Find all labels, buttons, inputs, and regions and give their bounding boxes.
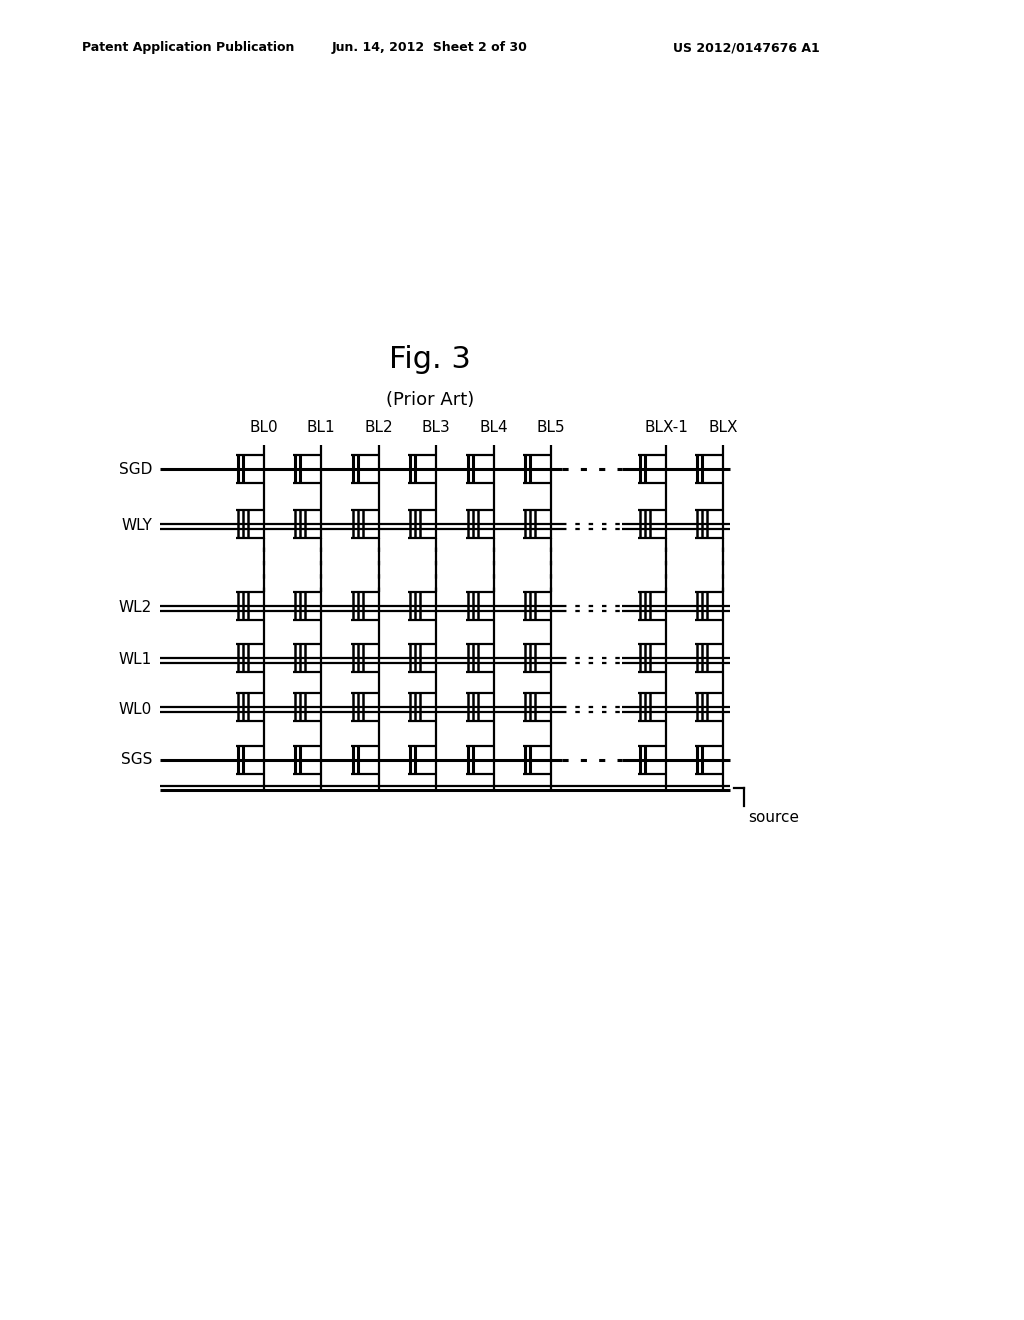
Text: SGS: SGS (121, 752, 152, 767)
Text: SGD: SGD (119, 462, 152, 477)
Text: Fig. 3: Fig. 3 (389, 346, 471, 375)
Text: (Prior Art): (Prior Art) (386, 391, 474, 409)
Text: BL1: BL1 (306, 420, 335, 436)
Text: US 2012/0147676 A1: US 2012/0147676 A1 (673, 41, 820, 54)
Text: BL0: BL0 (250, 420, 279, 436)
Text: WLY: WLY (121, 519, 152, 533)
Text: Jun. 14, 2012  Sheet 2 of 30: Jun. 14, 2012 Sheet 2 of 30 (332, 41, 528, 54)
Text: Patent Application Publication: Patent Application Publication (82, 41, 294, 54)
Text: source: source (748, 810, 799, 825)
Text: WL2: WL2 (119, 601, 152, 615)
Text: BL3: BL3 (422, 420, 451, 436)
Text: BL4: BL4 (479, 420, 508, 436)
Text: BL5: BL5 (537, 420, 565, 436)
Text: WL0: WL0 (119, 701, 152, 717)
Text: BL2: BL2 (365, 420, 393, 436)
Text: WL1: WL1 (119, 652, 152, 668)
Text: BLX: BLX (709, 420, 737, 436)
Text: BLX-1: BLX-1 (644, 420, 688, 436)
